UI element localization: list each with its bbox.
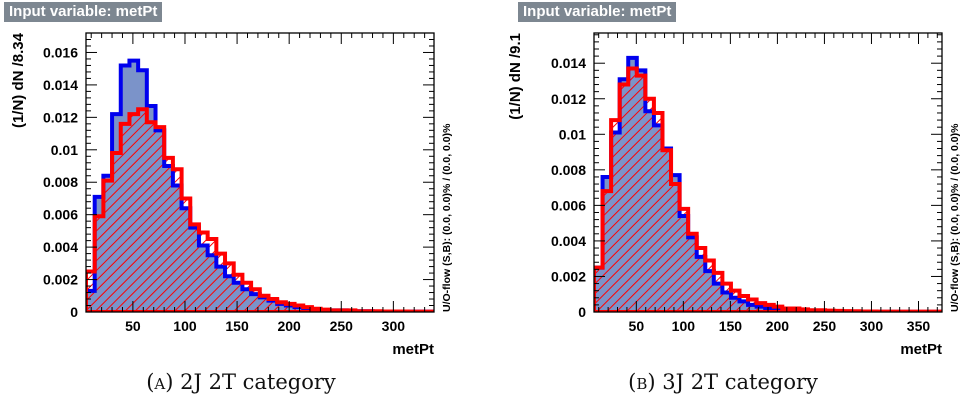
background-histogram-hatch: [86, 109, 434, 312]
x-axis-label: metPt: [900, 341, 942, 358]
background-histogram-outline: [86, 107, 434, 312]
y-tick-label: 0.002: [43, 272, 78, 288]
x-tick-label: 350: [907, 318, 931, 334]
x-tick-label: 50: [629, 318, 645, 334]
x-tick-label: 250: [813, 318, 837, 334]
x-axis-label: metPt: [392, 341, 434, 358]
histogram-plot-3j2t: 0 0.002 0.004 0.006 0.008 0.01 0.012 0.014 50 100…: [507, 32, 961, 358]
y-axis-label: (1/N) dN /8.34: [10, 32, 27, 128]
overflow-label: U/O-flow (S,B): (0.0, 0.0)% / (0.0, 0.0)…: [441, 123, 453, 312]
y-tick-label: 0.006: [551, 197, 586, 213]
caption-text: 2J 2T category: [180, 370, 336, 394]
histogram-plot-2j2t: 0 0.002 0.004 0.006 0.008 0.01 0.012 0.014 0.016…: [10, 32, 453, 358]
caption-letter: A: [154, 375, 166, 393]
overflow-label: U/O-flow (S,B): (0.0, 0.0)% / (0.0, 0.0)…: [949, 123, 961, 312]
x-tick-label: 200: [277, 318, 301, 334]
figure-caption: (B) 3J 2T category: [628, 370, 818, 394]
y-tick-label: 0: [70, 304, 78, 320]
y-tick-label: 0.004: [43, 239, 78, 255]
y-tick-label: 0.006: [43, 207, 78, 223]
input-variable-tag: Input variable: metPt: [4, 2, 163, 22]
y-tick-label: 0.014: [551, 55, 586, 71]
x-tick-label: 100: [173, 318, 197, 334]
x-tick-label: 50: [125, 318, 141, 334]
x-tick-label: 150: [225, 318, 249, 334]
y-tick-label: 0.014: [43, 77, 78, 93]
y-tick-label: 0: [578, 304, 586, 320]
chart-panel-2j2t: 0 0.002 0.004 0.006 0.008 0.01 0.012 0.014 0.016…: [4, 2, 453, 394]
figure-caption: (A) 2J 2T category: [146, 370, 336, 394]
histogram-area: [594, 55, 942, 312]
x-tick-label: 100: [672, 318, 696, 334]
y-tick-label: 0.012: [43, 109, 78, 125]
x-tick-label: 250: [330, 318, 354, 334]
x-tick-label: 300: [860, 318, 884, 334]
y-tick-label: 0.012: [551, 91, 586, 107]
histogram-area: [86, 58, 434, 312]
y-tick-label: 0.01: [51, 142, 78, 158]
x-tick-label: 200: [766, 318, 790, 334]
caption-text: 3J 2T category: [662, 370, 818, 394]
background-histogram-hatch: [594, 68, 942, 312]
y-tick-label: 0.004: [551, 233, 586, 249]
y-tick-label: 0.01: [559, 126, 586, 142]
y-tick-label: 0.016: [43, 44, 78, 60]
y-axis-label: (1/N) dN /9.1: [507, 33, 524, 120]
input-variable-tag: Input variable: metPt: [518, 2, 677, 22]
y-tick-label: 0.002: [551, 268, 586, 284]
chart-panel-3j2t: 0 0.002 0.004 0.006 0.008 0.01 0.012 0.014 50 100…: [482, 0, 964, 406]
x-tick-label: 300: [382, 318, 406, 334]
y-tick-label: 0.008: [43, 174, 78, 190]
x-tick-label: 150: [719, 318, 743, 334]
plot-frame: [85, 32, 435, 313]
caption-letter: B: [636, 375, 648, 393]
y-tick-label: 0.008: [551, 162, 586, 178]
